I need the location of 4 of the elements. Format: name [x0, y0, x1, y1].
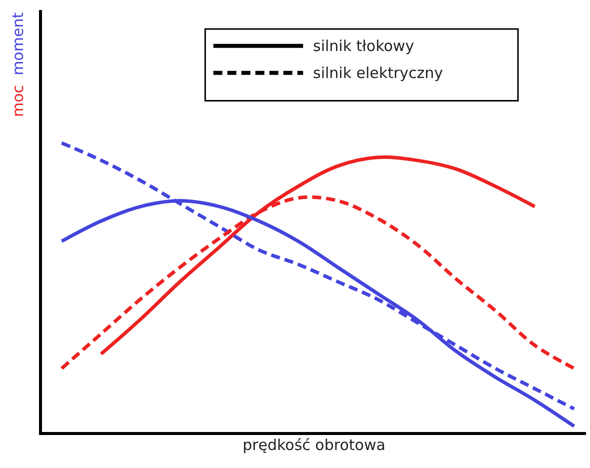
text: silnik tłokowy	[313, 37, 414, 55]
y-axis-title: moc moment	[9, 12, 28, 118]
text: silnik elektryczny	[313, 64, 444, 82]
x-axis-title: prędkość obrotowa	[242, 436, 386, 454]
